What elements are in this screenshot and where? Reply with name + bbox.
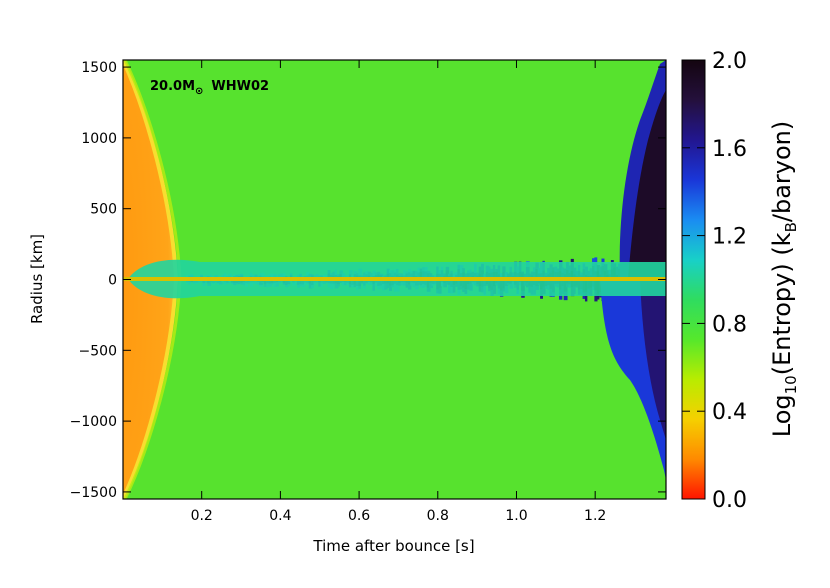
x-axis: 0.2 0.4 0.6 0.8 1.0 1.2 xyxy=(191,60,606,524)
colorbar-tick-label: 0.4 xyxy=(712,400,747,425)
colorbar-tick-label: 0.0 xyxy=(712,488,747,513)
colorbar: 0.0 0.4 0.8 1.2 1.6 2.0 Log10(Entropy) (kB/ba… xyxy=(681,49,800,513)
x-tick-label: 0.8 xyxy=(427,508,449,524)
colorbar-tick-label: 0.8 xyxy=(712,312,747,337)
y-tick-label: 1500 xyxy=(81,60,117,76)
x-tick-label: 1.0 xyxy=(505,508,527,524)
y-tick-label: 0 xyxy=(108,273,117,289)
colorbar-tick-label: 2.0 xyxy=(712,49,747,74)
colorbar-tick-label: 1.2 xyxy=(712,225,747,250)
colorbar-gradient xyxy=(681,59,706,500)
axis-line-zero xyxy=(123,277,666,281)
x-axis-title: Time after bounce [s] xyxy=(312,537,474,555)
x-tick-label: 1.2 xyxy=(584,508,606,524)
y-axis-title: Radius [km] xyxy=(28,234,46,324)
y-tick-label: −500 xyxy=(79,343,117,359)
model-annotation: 20.0M⊙ WHW02 xyxy=(150,79,269,97)
y-tick-label: −1000 xyxy=(70,414,117,430)
x-tick-label: 0.2 xyxy=(191,508,213,524)
late-expansion-lower-core xyxy=(640,279,666,440)
heatmap-plot xyxy=(123,60,666,499)
y-axis: 1500 1000 500 0 −500 −1000 −1500 xyxy=(70,60,666,501)
y-tick-label: 500 xyxy=(90,202,117,218)
y-tick-label: −1500 xyxy=(70,485,117,501)
y-tick-label: 1000 xyxy=(81,131,117,147)
x-tick-label: 0.6 xyxy=(348,508,370,524)
colorbar-title: Log10(Entropy) (kB/baryon) xyxy=(768,121,800,438)
colorbar-tick-label: 1.6 xyxy=(712,137,747,162)
colorbar-ticks: 0.0 0.4 0.8 1.2 1.6 2.0 xyxy=(682,49,747,513)
x-tick-label: 0.4 xyxy=(269,508,291,524)
late-expansion-upper-core xyxy=(628,90,666,279)
